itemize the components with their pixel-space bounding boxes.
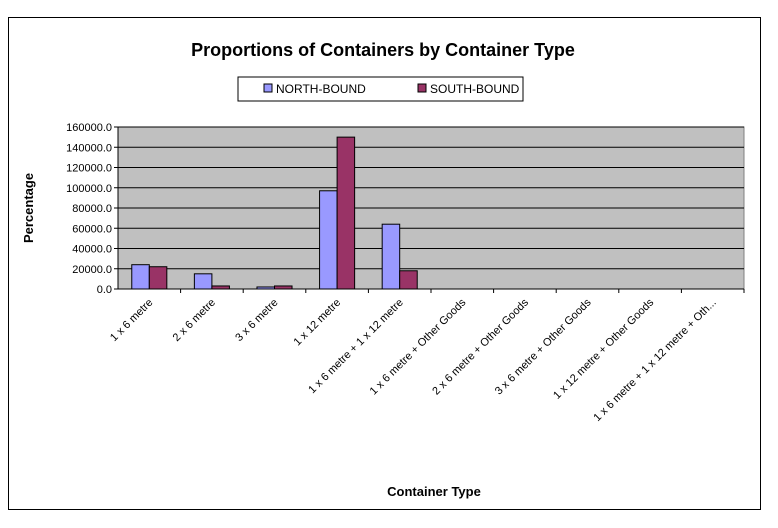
legend-label-south-bound: SOUTH-BOUND — [430, 82, 520, 96]
y-tick-label: 120000.0 — [66, 163, 112, 175]
bar-north-bound-0 — [131, 264, 150, 290]
y-axis-title: Percentage — [21, 173, 36, 243]
x-tick-label: 1 x 12 metre — [292, 297, 344, 349]
bar-south-bound-0 — [148, 266, 168, 290]
bar-north-bound-1 — [193, 273, 213, 290]
y-tick-label: 100000.0 — [66, 183, 112, 195]
y-tick-label: 0.0 — [97, 284, 112, 296]
legend-label-north-bound: NORTH-BOUND — [276, 82, 366, 96]
x-tick-label: 1 x 6 metre + 1 x 12 metre + Oth... — [591, 297, 718, 424]
y-tick-label: 80000.0 — [72, 203, 112, 215]
y-axis-ticks: 0.0 20000.0 40000.0 60000.0 80000.0 100000.0 1… — [66, 122, 118, 296]
x-axis-title: Container Type — [387, 484, 481, 499]
x-tick-label: 1 x 12 metre + Other Goods — [551, 296, 656, 401]
bar-south-bound-4 — [399, 270, 418, 290]
y-tick-label: 60000.0 — [72, 223, 112, 235]
bars — [131, 136, 418, 290]
gridlines — [118, 126, 744, 270]
bar-south-bound-3 — [336, 136, 356, 290]
legend-swatch-north-bound — [263, 83, 273, 93]
legend-box — [237, 76, 524, 102]
y-tick-label: 40000.0 — [72, 244, 112, 256]
y-tick-label: 160000.0 — [66, 122, 112, 134]
x-tick-label: 3 x 6 metre — [233, 297, 280, 344]
y-tick-label: 140000.0 — [66, 142, 112, 154]
legend-swatch-south-bound — [417, 83, 427, 93]
x-axis-ticks: 1 x 6 metre 2 x 6 metre 3 x 6 metre 1 x 12 … — [108, 289, 745, 424]
y-tick-label: 20000.0 — [72, 264, 112, 276]
x-tick-label: 1 x 6 metre — [108, 297, 155, 344]
bar-north-bound-3 — [319, 190, 338, 290]
x-tick-label: 2 x 6 metre — [171, 297, 218, 344]
legend: NORTH-BOUND SOUTH-BOUND — [237, 76, 524, 102]
bar-north-bound-4 — [381, 223, 401, 290]
chart-title: Proportions of Containers by Container T… — [191, 40, 575, 60]
